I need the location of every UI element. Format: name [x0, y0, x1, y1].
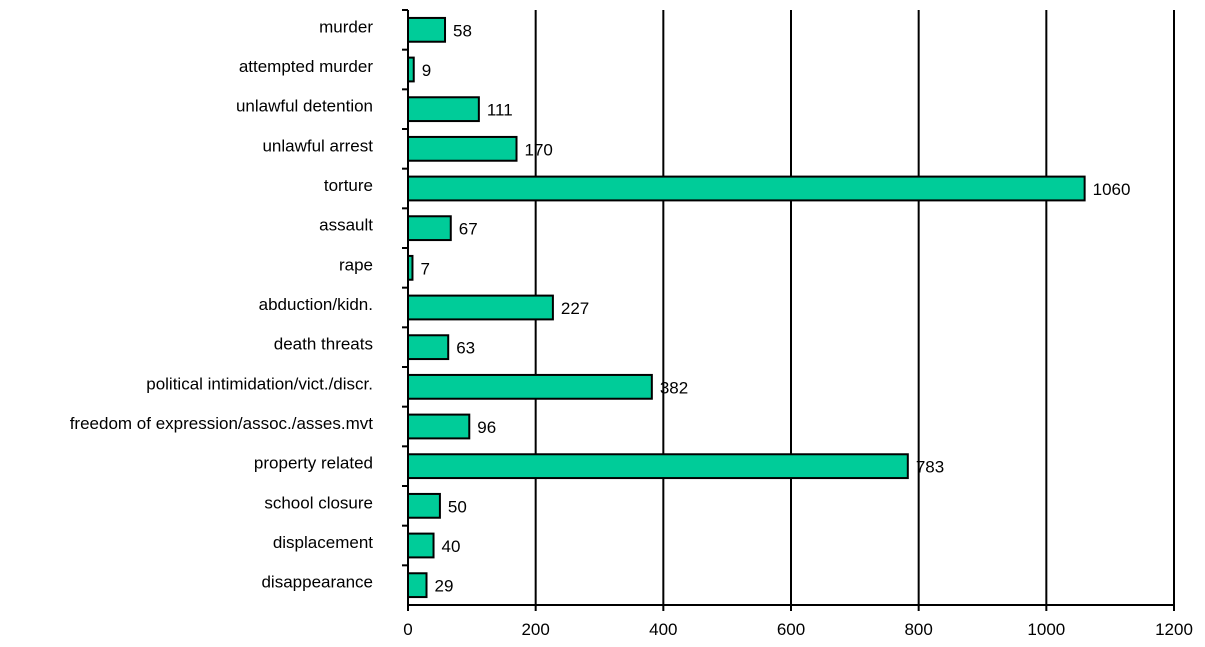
- value-label-torture: 1060: [1093, 180, 1131, 199]
- bar-assault: [407, 215, 452, 242]
- category-label-property-related: property related: [254, 454, 373, 473]
- value-label-abduction-kidn: 227: [561, 299, 589, 318]
- x-tick-label-600: 600: [777, 620, 805, 639]
- value-label-school-closure: 50: [448, 497, 467, 516]
- category-label-displacement: displacement: [273, 533, 373, 552]
- category-label-disappearance: disappearance: [261, 573, 373, 592]
- bar-property-related: [407, 453, 909, 480]
- category-label-murder: murder: [319, 17, 373, 36]
- value-label-unlawful-detention: 111: [487, 101, 513, 120]
- bar-disappearance: [407, 572, 428, 599]
- bar-abduction-kidn: [407, 294, 554, 321]
- bar-unlawful-arrest: [407, 135, 518, 162]
- value-label-assault: 67: [459, 220, 478, 239]
- value-label-political-intimidation-vict-discr: 382: [660, 378, 688, 397]
- value-label-disappearance: 29: [435, 577, 454, 596]
- category-label-attempted-murder: attempted murder: [239, 57, 374, 76]
- bar-political-intimidation-vict-discr: [407, 373, 653, 400]
- category-label-school-closure: school closure: [264, 493, 373, 512]
- value-label-murder: 58: [453, 21, 472, 40]
- bar-school-closure: [407, 492, 441, 519]
- bar-death-threats: [407, 334, 450, 361]
- value-label-rape: 7: [420, 259, 429, 278]
- bar-freedom-of-expression-assoc-asses-mvt: [407, 413, 471, 440]
- x-tick-label-200: 200: [521, 620, 549, 639]
- x-tick-label-0: 0: [403, 620, 412, 639]
- category-label-death-threats: death threats: [274, 335, 373, 354]
- bar-displacement: [407, 532, 435, 559]
- value-label-attempted-murder: 9: [422, 61, 431, 80]
- category-label-unlawful-arrest: unlawful arrest: [262, 136, 373, 155]
- category-label-unlawful-detention: unlawful detention: [236, 97, 373, 116]
- category-label-assault: assault: [319, 216, 373, 235]
- category-label-freedom-of-expression-assoc-asses-mvt: freedom of expression/assoc./asses.mvt: [70, 414, 374, 433]
- value-label-unlawful-arrest: 170: [525, 140, 553, 159]
- bar-murder: [407, 16, 447, 43]
- gridlines: [534, 10, 1175, 605]
- x-tick-label-400: 400: [649, 620, 677, 639]
- value-label-displacement: 40: [442, 537, 461, 556]
- bar-unlawful-detention: [407, 96, 480, 123]
- bars: [407, 16, 1086, 599]
- category-label-abduction-kidn: abduction/kidn.: [259, 295, 373, 314]
- category-label-political-intimidation-vict-discr: political intimidation/vict./discr.: [146, 374, 373, 393]
- bar-torture: [407, 175, 1086, 202]
- x-tick-label-1200: 1200: [1155, 620, 1193, 639]
- axes: [402, 9, 1175, 611]
- x-tick-label-1000: 1000: [1027, 620, 1065, 639]
- value-label-property-related: 783: [916, 458, 944, 477]
- x-tick-label-800: 800: [904, 620, 932, 639]
- value-label-death-threats: 63: [456, 339, 475, 358]
- category-label-torture: torture: [324, 176, 373, 195]
- value-label-freedom-of-expression-assoc-asses-mvt: 96: [477, 418, 496, 437]
- category-label-rape: rape: [339, 255, 373, 274]
- labels: 0 200 400 600 800 1000 1200 murder 58 attempted m…: [70, 17, 1193, 639]
